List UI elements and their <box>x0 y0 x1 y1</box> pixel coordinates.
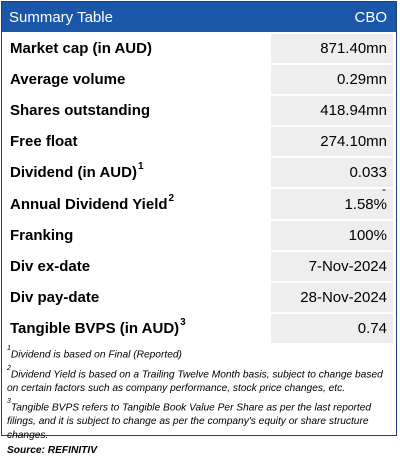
row-value: 0.033 <box>271 158 393 188</box>
table-row: Annual Dividend Yield 2 -1.58% <box>5 182 393 219</box>
table-row: Free float 274.10mn <box>5 127 393 157</box>
table-row: Tangible BVPS (in AUD) 3 0.74 <box>5 313 393 343</box>
footnotes: 1Dividend is based on Final (Reported) 2… <box>2 345 396 458</box>
table-row: Market cap (in AUD) 871.40mn <box>5 34 393 64</box>
table-row: Dividend (in AUD) 1 0.033 <box>5 158 393 188</box>
row-value: -1.58% <box>271 182 393 219</box>
row-label: Div pay-date <box>5 282 268 312</box>
row-value: 871.40mn <box>271 34 393 64</box>
table-body: Market cap (in AUD) 871.40mn Average vol… <box>2 32 396 343</box>
row-label: Franking <box>5 220 268 250</box>
table-row: Div ex-date 7-Nov-2024 <box>5 251 393 281</box>
footnote: 1Dividend is based on Final (Reported) <box>7 344 182 361</box>
row-label: Shares outstanding <box>5 96 268 126</box>
table-row: Franking 100% <box>5 220 393 250</box>
row-value: 418.94mn <box>271 96 393 126</box>
row-label: Average volume <box>5 65 268 95</box>
table-row: Shares outstanding 418.94mn <box>5 96 393 126</box>
row-value: 0.29mn <box>271 65 393 95</box>
row-label: Free float <box>5 127 268 157</box>
row-value: 28-Nov-2024 <box>271 282 393 312</box>
row-label: Tangible BVPS (in AUD) 3 <box>5 313 268 343</box>
row-value: 7-Nov-2024 <box>271 251 393 281</box>
table-row: Average volume 0.29mn <box>5 65 393 95</box>
row-label: Dividend (in AUD) 1 <box>5 158 268 188</box>
source-note: Source: REFINITIV <box>7 445 98 457</box>
row-value: 274.10mn <box>271 127 393 157</box>
table-title: Summary Table <box>9 8 113 26</box>
ticker-symbol: CBO <box>354 8 387 26</box>
row-label: Div ex-date <box>5 251 268 281</box>
table-header: Summary Table CBO <box>2 2 396 32</box>
row-label: Market cap (in AUD) <box>5 34 268 64</box>
row-value: 100% <box>271 220 393 250</box>
footnote: 3Tangible BVPS refers to Tangible Book V… <box>7 398 372 441</box>
row-value: 0.74 <box>271 313 393 343</box>
footnote: 2Dividend Yield is based on a Trailing T… <box>7 364 383 394</box>
table-row: Div pay-date 28-Nov-2024 <box>5 282 393 312</box>
row-label: Annual Dividend Yield 2 <box>5 189 268 219</box>
